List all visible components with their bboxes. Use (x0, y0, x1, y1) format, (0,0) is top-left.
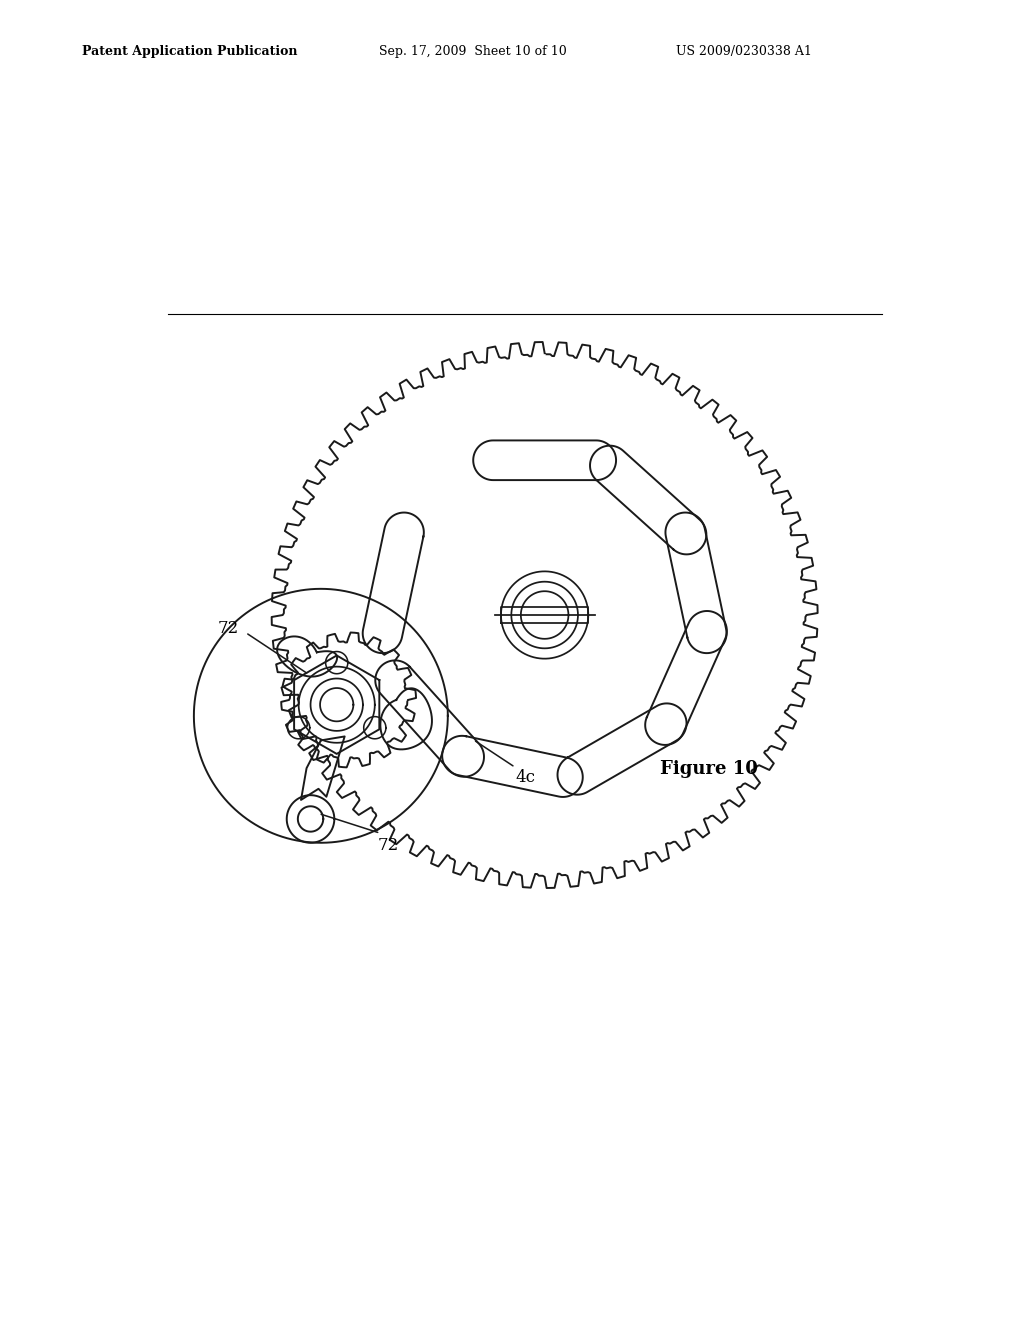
Text: Figure 10: Figure 10 (659, 760, 758, 777)
Text: US 2009/0230338 A1: US 2009/0230338 A1 (676, 45, 812, 58)
Text: 4c: 4c (515, 770, 536, 787)
Text: 72: 72 (218, 620, 239, 638)
Text: Patent Application Publication: Patent Application Publication (82, 45, 297, 58)
Text: 72: 72 (378, 837, 399, 854)
Text: Sep. 17, 2009  Sheet 10 of 10: Sep. 17, 2009 Sheet 10 of 10 (379, 45, 566, 58)
